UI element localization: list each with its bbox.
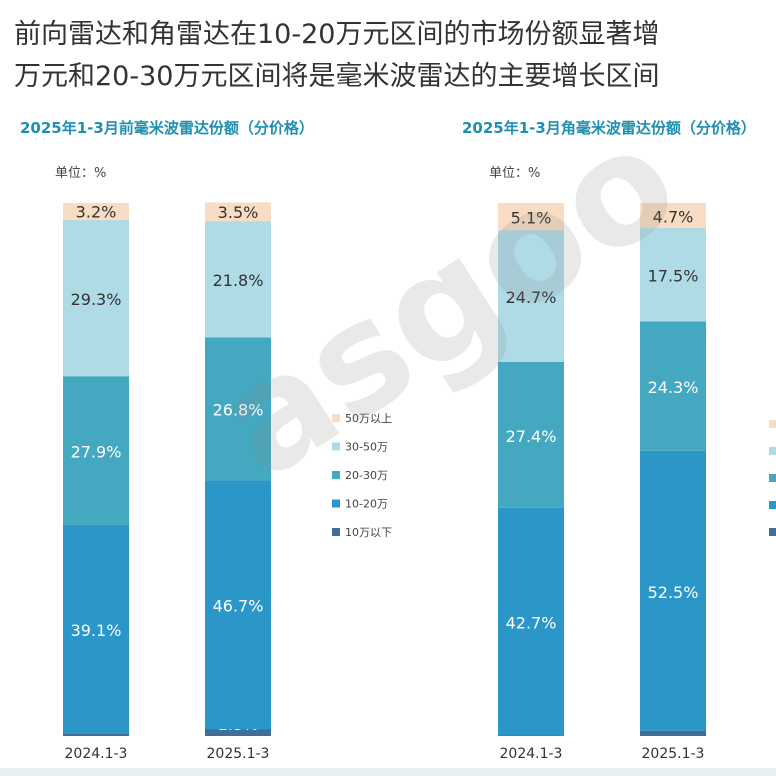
legend-swatch-1 — [332, 414, 340, 422]
chart-2-bar-1-seg-50plus — [498, 203, 564, 231]
chart-1-bar-1-seg-10-20 — [63, 524, 129, 734]
chart-2-bar-2-label-20-30: 24.3% — [648, 378, 699, 397]
chart-1-bar-1-seg-below10 — [63, 733, 129, 736]
legend-label-4: 10-20万 — [345, 498, 388, 511]
chart-1-bar-2-label-50plus: 3.5% — [218, 203, 259, 222]
chart-2-legend-swatch-1 — [769, 420, 776, 428]
chart-2-bar-1-label-20-30: 27.4% — [506, 427, 557, 446]
chart-2-bar-1-label-30-50: 24.7% — [506, 288, 557, 307]
chart-2-legend-swatch-3 — [769, 474, 776, 482]
headline-line-2: 万元和20-30万元区间将是毫米波雷达的主要增长区间 — [14, 61, 660, 92]
chart-1-bar-2-seg-30-50 — [205, 221, 271, 338]
chart-1-bar-2-seg-50plus — [205, 202, 271, 222]
headline-line-1: 前向雷达和角雷达在10-20万元区间的市场份额显著增 — [14, 19, 660, 50]
chart-1-bar-1-label-10-20: 39.1% — [71, 621, 122, 640]
chart-2-bar-2-label-50plus: 4.7% — [653, 208, 694, 227]
chart-1-bar-1-seg-30-50 — [63, 220, 129, 377]
legend-label-1: 50万以上 — [345, 412, 392, 425]
legend-swatch-2 — [332, 442, 340, 451]
chart-1-bar-2-seg-below10 — [205, 729, 271, 736]
legend-label-3: 20-30万 — [345, 469, 388, 482]
legend-swatch-5 — [332, 528, 340, 536]
chart-1-bar-1-label-50plus: 3.2% — [76, 203, 117, 222]
headline: 前向雷达和角雷达在10-20万元区间的市场份额显著增 万元和20-30万元区间将… — [14, 14, 774, 98]
chart-2-bar-1-seg-20-30 — [498, 361, 564, 508]
chart-1-bar-1-label-30-50: 29.3% — [71, 290, 122, 309]
chart-1-bar-2-label-20-30: 26.8% — [213, 401, 264, 420]
chart-2-bar-1-seg-10-20 — [498, 507, 564, 736]
legend-label-5: 10万以下 — [345, 526, 392, 539]
chart-2-legend-swatch-4 — [769, 501, 776, 509]
chart-1-category-2: 2025.1-3 — [207, 746, 270, 762]
chart-1-unit-label: 单位：% — [55, 166, 106, 181]
chart-1-bar-1-label-20-30: 27.9% — [71, 443, 122, 462]
chart-1-category-1: 2024.1-3 — [65, 746, 128, 762]
chart-1-title: 2025年1-3月前毫米波雷达份额（分价格） — [20, 119, 314, 137]
chart-2-bar-1-seg-30-50 — [498, 230, 564, 362]
chart-1-bar-1-seg-20-30 — [63, 376, 129, 525]
chart-2-category-1: 2024.1-3 — [500, 746, 563, 762]
chart-2-bar-1-label-50plus: 5.1% — [511, 209, 552, 228]
legend-swatch-3 — [332, 471, 340, 479]
chart-2-bar-2-seg-20-30 — [640, 321, 706, 451]
chart-2-title: 2025年1-3月角毫米波雷达份额（分价格） — [462, 119, 756, 137]
chart-1-bar-2-label-30-50: 21.8% — [213, 271, 264, 290]
chart-2-bar-2-label-30-50: 17.5% — [648, 267, 699, 286]
bottom-strip — [0, 768, 776, 776]
legend-swatch-4 — [332, 499, 340, 508]
chart-1-bar-2-label-10-20: 46.7% — [213, 597, 264, 616]
chart-1-bar-2-seg-10-20 — [205, 480, 271, 730]
chart-2-legend-swatch-5 — [769, 528, 776, 536]
chart-1-bar-2-seg-20-30 — [205, 337, 271, 481]
chart-2-bar-2-seg-10-20 — [640, 450, 706, 731]
chart-1-bar-1-seg-50plus — [63, 203, 129, 221]
chart-2-bar-2-seg-30-50 — [640, 228, 706, 322]
chart-2-category-2: 2025.1-3 — [642, 746, 705, 762]
chart-2-bar-2-seg-below10 — [640, 730, 706, 736]
chart-2-legend-swatch-2 — [769, 447, 776, 455]
chart-2-bar-2-label-10-20: 52.5% — [648, 583, 699, 602]
chart-2-bar-1-label-10-20: 42.7% — [506, 614, 557, 633]
chart-2-unit-label: 单位：% — [489, 166, 540, 181]
chart-2-bar-2-seg-50plus — [640, 203, 706, 229]
legend-label-2: 30-50万 — [345, 441, 388, 454]
chart-2-bar-1-seg-below10 — [498, 735, 564, 736]
